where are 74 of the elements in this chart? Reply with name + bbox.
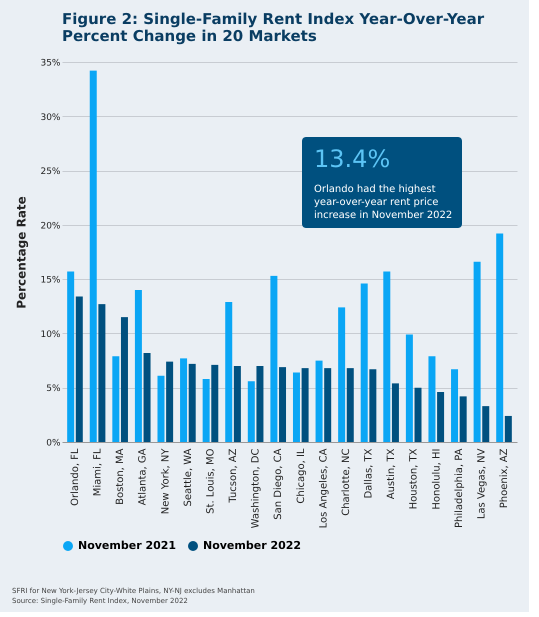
y-tick-label: 5% — [46, 384, 61, 394]
bar — [451, 369, 458, 442]
bar — [90, 70, 97, 442]
y-tick-label: 15% — [40, 276, 61, 286]
bar — [202, 379, 210, 442]
bar — [292, 372, 300, 442]
bar — [98, 304, 106, 442]
bar — [460, 396, 467, 442]
bar — [270, 276, 278, 442]
bar — [256, 366, 264, 442]
bar — [338, 307, 346, 442]
bar — [383, 272, 390, 442]
y-tick-label: 20% — [40, 221, 61, 232]
bar — [346, 368, 354, 442]
x-tick-label: Miami, FL — [92, 448, 104, 496]
x-tick-label: Los Angeles, CA — [318, 448, 330, 528]
bar — [180, 358, 188, 442]
bar — [120, 317, 128, 442]
x-tick-label: Houston, TX — [408, 448, 420, 510]
bar — [504, 416, 512, 442]
bar — [112, 356, 120, 442]
y-tick-label: 0% — [46, 438, 61, 448]
y-tick-label: 25% — [40, 167, 61, 178]
bar — [414, 388, 422, 442]
x-tick-label: Honolulu, HI — [431, 448, 442, 510]
legend-label: November 2021 — [78, 539, 176, 552]
bar — [144, 352, 151, 442]
bar — [496, 234, 504, 442]
bar — [316, 360, 323, 442]
legend-label: November 2022 — [203, 539, 302, 552]
bar — [211, 364, 218, 442]
x-tick-label: Dallas, TX — [364, 448, 375, 499]
x-tick-label: New York, NY — [160, 448, 172, 514]
bar — [234, 366, 241, 442]
x-tick-label: Phoenix, AZ — [499, 448, 510, 508]
x-tick-label: Orlando, FL — [70, 448, 81, 506]
x-tick-label: Austin, TX — [386, 448, 398, 500]
bar — [166, 362, 174, 442]
bar — [248, 381, 255, 442]
bar — [76, 296, 83, 442]
x-tick-label: Seattle, WA — [182, 448, 194, 506]
x-tick-label: Washington, DC — [250, 448, 262, 528]
x-tick-label: Chicago, IL — [296, 448, 307, 504]
bar — [474, 262, 481, 442]
bar — [360, 283, 368, 442]
bar — [67, 272, 74, 442]
x-tick-label: Tucson, AZ — [228, 448, 240, 504]
bar — [392, 383, 399, 442]
y-tick-label: 30% — [40, 112, 61, 123]
x-tick-label: Philadelphia, PA — [454, 448, 465, 528]
bar — [482, 406, 490, 442]
bar — [157, 376, 164, 442]
x-tick-label: Las Vegas, NV — [476, 448, 488, 520]
bar — [225, 302, 232, 442]
x-tick-label: Atlanta, GA — [138, 448, 149, 506]
y-tick-label: 35% — [40, 58, 61, 68]
bar — [369, 369, 376, 442]
bar — [324, 368, 332, 442]
bar — [134, 290, 142, 442]
x-tick-label: Charlotte, NC — [340, 448, 352, 516]
y-axis-title: Percentage Rate — [14, 196, 28, 309]
bar — [279, 367, 286, 442]
bar — [302, 368, 309, 442]
bar — [406, 334, 413, 442]
bar — [437, 392, 444, 442]
bar — [188, 364, 196, 442]
bar — [428, 356, 436, 442]
x-tick-label: San Diego, CA — [273, 448, 284, 520]
x-tick-label: St. Louis, MO — [205, 448, 216, 514]
chart-title: Figure 2: Single-Family Rent Index Year-Over-Year Percent Change in 20 Markets — [62, 10, 485, 45]
annotation: Orlando had the highest year-over-year rent price increase in November 2022 — [314, 184, 452, 221]
annotation: 13.4% — [314, 145, 390, 173]
y-tick-label: 10% — [40, 330, 61, 340]
x-tick-label: Boston, MA — [115, 448, 126, 505]
